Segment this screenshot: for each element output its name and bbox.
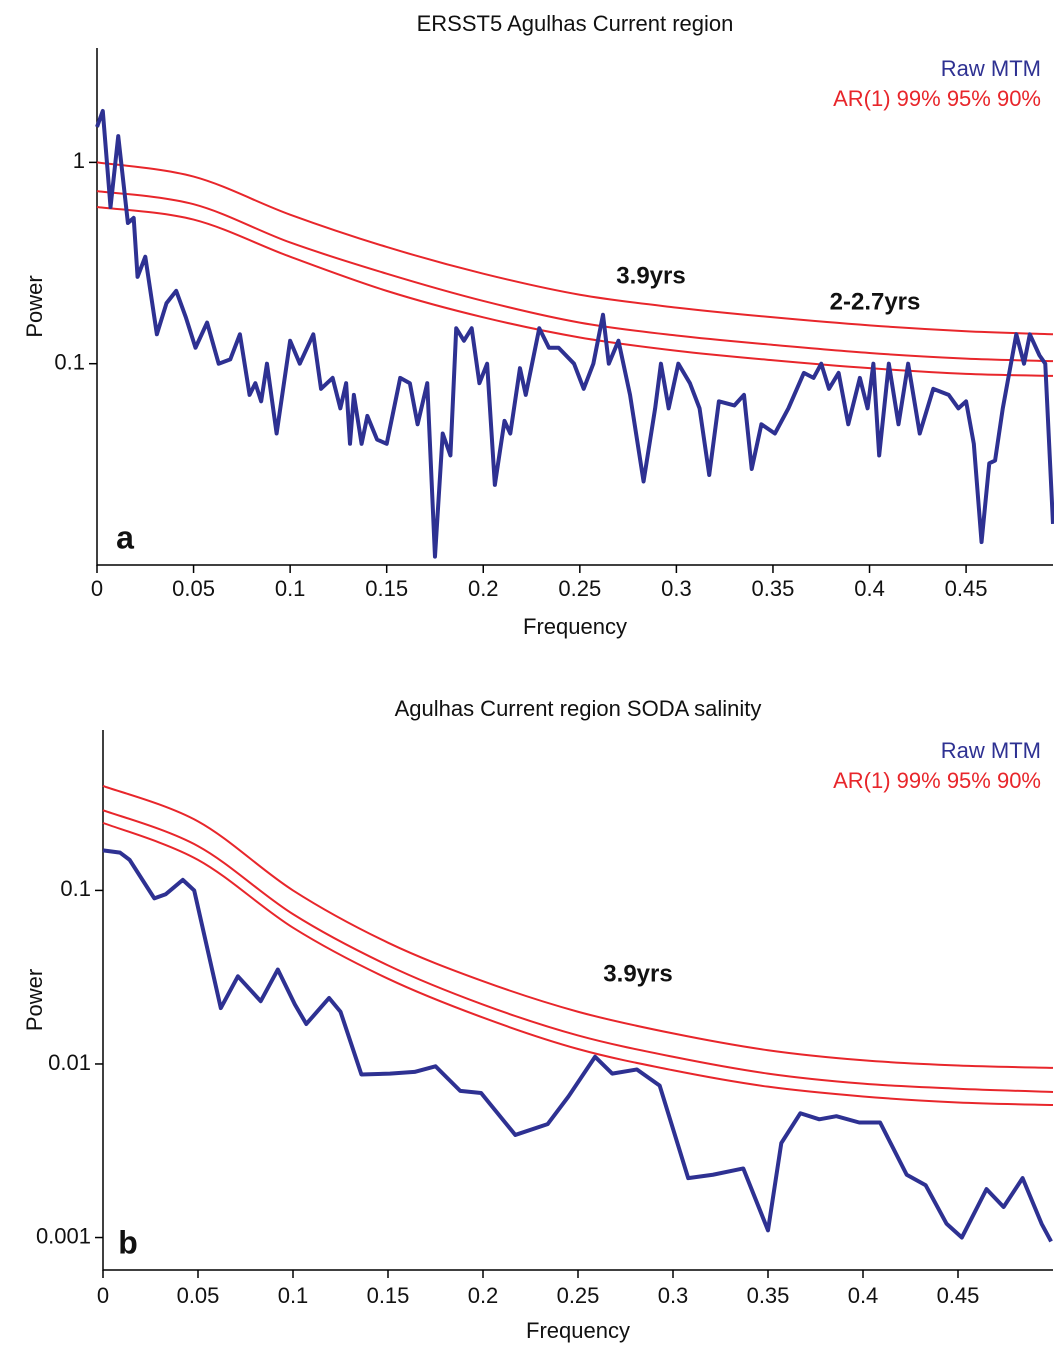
x-tick-label: 0.15 bbox=[367, 1283, 410, 1308]
y-tick-label: 0.01 bbox=[48, 1050, 91, 1075]
x-tick-label: 0.45 bbox=[945, 576, 988, 601]
axis-frame bbox=[102, 730, 1053, 1271]
ar1-line bbox=[96, 190, 1054, 363]
ar1-line bbox=[102, 821, 1054, 1107]
legend-entry: Raw MTM bbox=[941, 738, 1041, 763]
annotation: 3.9yrs bbox=[603, 960, 672, 987]
y-tick-label: 0.1 bbox=[60, 876, 91, 901]
x-tick-label: 0.3 bbox=[658, 1283, 689, 1308]
x-tick-label: 0.45 bbox=[937, 1283, 980, 1308]
chart-title: Agulhas Current region SODA salinity bbox=[395, 696, 762, 721]
ar1-line bbox=[96, 161, 1054, 336]
x-tick-label: 0 bbox=[97, 1283, 109, 1308]
ar1-line bbox=[96, 206, 1054, 377]
x-tick-label: 0.05 bbox=[177, 1283, 220, 1308]
x-tick-label: 0.2 bbox=[468, 1283, 499, 1308]
legend-entry: AR(1) 99% 95% 90% bbox=[833, 86, 1041, 111]
annotation: 3.9yrs bbox=[616, 262, 685, 289]
ar1-line bbox=[102, 784, 1054, 1069]
y-tick-label: 1 bbox=[73, 148, 85, 173]
panel-label: b bbox=[118, 1224, 138, 1260]
x-tick-label: 0.3 bbox=[661, 576, 692, 601]
x-tick-label: 0.35 bbox=[747, 1283, 790, 1308]
y-tick-label: 0.001 bbox=[36, 1223, 91, 1248]
chart-title: ERSST5 Agulhas Current region bbox=[417, 11, 734, 36]
ar1-line bbox=[102, 809, 1054, 1093]
x-tick-label: 0.2 bbox=[468, 576, 499, 601]
x-tick-label: 0.1 bbox=[278, 1283, 309, 1308]
x-tick-label: 0.1 bbox=[275, 576, 306, 601]
x-tick-label: 0.35 bbox=[752, 576, 795, 601]
spectrum-line bbox=[95, 108, 1054, 559]
x-tick-label: 0.4 bbox=[848, 1283, 879, 1308]
axis-frame bbox=[96, 48, 1053, 566]
spectrum-line bbox=[102, 848, 1053, 1243]
x-tick-label: 0.25 bbox=[558, 576, 601, 601]
x-tick-label: 0 bbox=[91, 576, 103, 601]
y-axis-label: Power bbox=[22, 969, 47, 1031]
x-axis-label: Frequency bbox=[523, 614, 627, 639]
x-tick-label: 0.4 bbox=[854, 576, 885, 601]
y-tick-label: 0.1 bbox=[54, 350, 85, 375]
y-axis-label: Power bbox=[22, 275, 47, 337]
legend-entry: Raw MTM bbox=[941, 56, 1041, 81]
x-tick-label: 0.05 bbox=[172, 576, 215, 601]
legend-entry: AR(1) 99% 95% 90% bbox=[833, 768, 1041, 793]
x-tick-label: 0.15 bbox=[365, 576, 408, 601]
panel-label: a bbox=[116, 519, 134, 555]
x-axis-label: Frequency bbox=[526, 1318, 630, 1343]
annotation: 2-2.7yrs bbox=[830, 288, 921, 315]
x-tick-label: 0.25 bbox=[557, 1283, 600, 1308]
